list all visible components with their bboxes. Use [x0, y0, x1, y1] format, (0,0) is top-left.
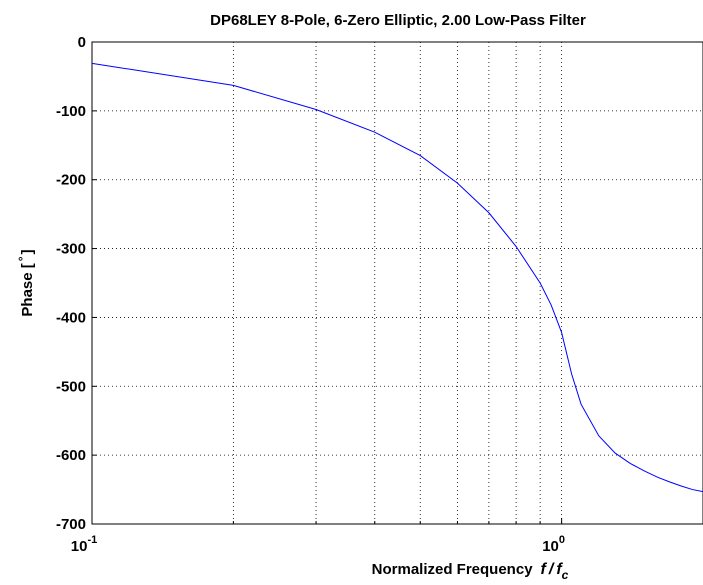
series-layer — [91, 62, 703, 493]
y-tick-label: -400 — [56, 309, 86, 326]
x-axis-label-slash: / — [548, 561, 555, 578]
y-axis-label-close: ] — [19, 249, 36, 254]
y-tick-label: -300 — [56, 241, 86, 258]
x-axis-label-numerator: f — [541, 561, 548, 578]
y-tick-label: -200 — [56, 172, 86, 189]
y-tick-label: -500 — [56, 378, 86, 395]
x-tick-label: 10-1 — [71, 534, 97, 555]
plot-area — [91, 41, 703, 525]
y-tick-label: -600 — [56, 447, 86, 464]
x-axis-label-subscript: c — [562, 568, 569, 582]
x-tick-label: 100 — [542, 534, 565, 555]
y-tick-label: -700 — [56, 516, 86, 533]
grid — [92, 42, 703, 524]
y-tick-label: 0 — [78, 34, 86, 51]
phase-series-line — [91, 62, 703, 493]
x-axis-label-text: Normalized Frequency — [372, 561, 534, 578]
y-axis-label-text: Phase [ — [19, 263, 36, 316]
y-axis-label: Phase [ °] — [16, 249, 36, 316]
x-axis-label: Normalized Frequency f / fc — [372, 561, 569, 582]
y-tick-label: -100 — [56, 103, 86, 120]
y-axis-label-degree: ° — [16, 256, 30, 261]
chart-title: DP68LEY 8-Pole, 6-Zero Elliptic, 2.00 Lo… — [210, 12, 586, 29]
x-axis-label-denominator: f — [556, 561, 563, 578]
